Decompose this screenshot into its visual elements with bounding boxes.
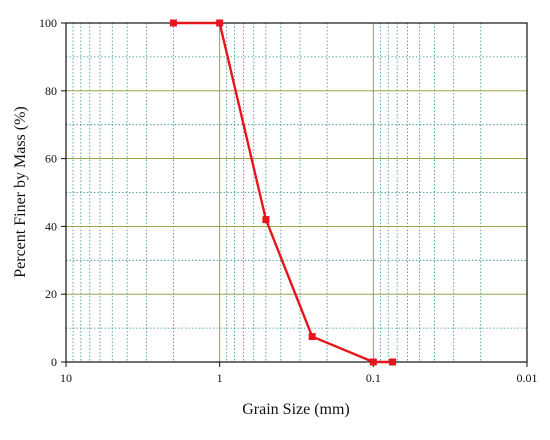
y-tick-label: 60	[45, 152, 57, 166]
y-axis-title: Percent Finer by Mass (%)	[12, 106, 29, 278]
grid-layer	[66, 23, 527, 362]
y-tick-label: 0	[51, 355, 57, 369]
x-axis-title: Grain Size (mm)	[242, 401, 350, 418]
data-point-marker	[389, 358, 397, 366]
data-point-marker	[216, 19, 224, 27]
x-tick-label: 0.01	[517, 371, 538, 385]
plot-frame	[65, 22, 528, 363]
y-tick-label: 40	[45, 219, 57, 233]
x-tick-label: 0.1	[366, 371, 381, 385]
y-tick-label: 20	[45, 287, 57, 301]
data-point-marker	[308, 333, 316, 341]
y-tick-label: 100	[39, 16, 57, 30]
x-tick-label: 1	[217, 371, 223, 385]
ticks-layer: 10 1 0.1 0.01 0 20 40 60 80 100	[39, 16, 538, 385]
series-layer	[169, 19, 397, 366]
data-point-marker	[369, 358, 377, 366]
y-tick-label: 80	[45, 84, 57, 98]
data-point-marker	[262, 216, 270, 224]
x-tick-label: 10	[60, 371, 72, 385]
data-point-marker	[169, 19, 177, 27]
